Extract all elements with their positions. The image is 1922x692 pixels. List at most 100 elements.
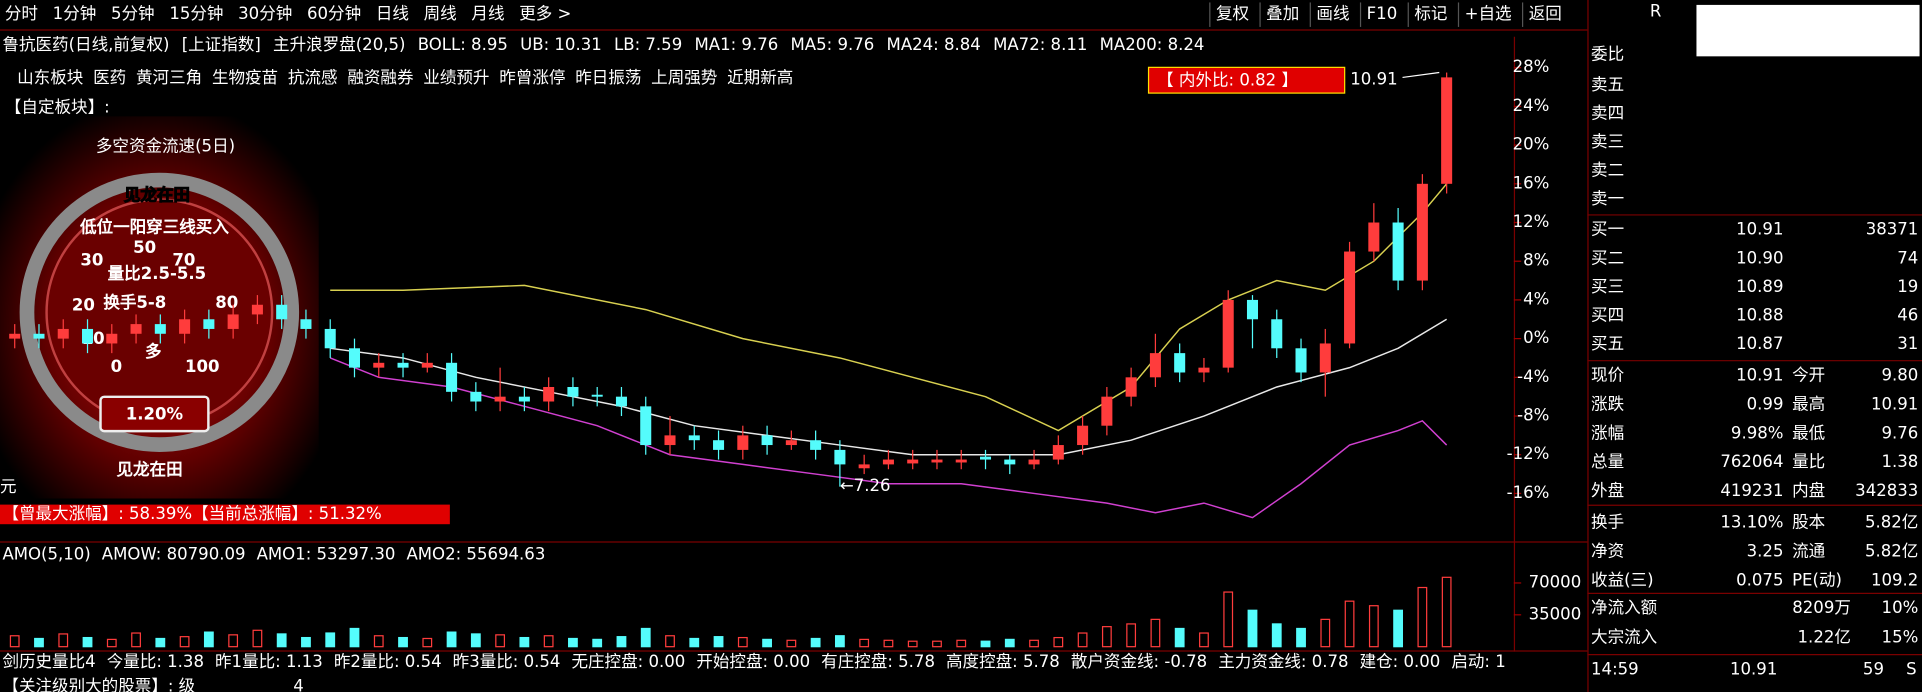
candle-body	[57, 328, 69, 339]
buy-price: 10.88	[1736, 305, 1783, 324]
concept-tag[interactable]: 抗流感	[288, 68, 338, 87]
y-tick-label: 35000	[1529, 604, 1582, 623]
candle-body	[810, 440, 822, 450]
candle-body	[543, 386, 555, 402]
volume-bar	[1296, 627, 1306, 648]
volume-bar	[58, 633, 69, 648]
candle-body	[931, 459, 943, 463]
info-item: MA72: 8.11	[993, 35, 1087, 54]
stat-value: 9.80	[1881, 366, 1918, 385]
period-tab[interactable]: 60分钟	[307, 4, 361, 23]
candle-body	[421, 362, 433, 368]
tool-button[interactable]: 返回	[1529, 4, 1562, 23]
volume-bar	[859, 638, 870, 648]
widget-badge: 见龙在田	[124, 184, 190, 204]
volume-bar	[276, 633, 287, 648]
volume-bar	[1150, 618, 1161, 648]
tick-side: S	[1906, 659, 1917, 678]
buy-volume: 74	[1897, 248, 1918, 267]
concept-tag[interactable]: 山东板块	[17, 68, 83, 87]
period-tab[interactable]: 1分钟	[53, 4, 97, 23]
indicator-value: 无庄控盘: 0.00	[571, 652, 685, 671]
candle-body	[1125, 377, 1137, 397]
candle-body	[82, 328, 94, 344]
candle-body	[882, 459, 894, 465]
volume-bar	[616, 636, 627, 648]
buy-price: 10.90	[1736, 248, 1783, 267]
concept-tag[interactable]: 昨日振荡	[575, 68, 641, 87]
volume-bar	[470, 633, 481, 648]
tool-button[interactable]: 复权	[1216, 4, 1249, 23]
period-tab[interactable]: 日线	[376, 4, 409, 23]
tool-button[interactable]: +自选	[1465, 4, 1512, 23]
candle-body	[737, 435, 749, 450]
volume-bar	[1101, 626, 1112, 648]
stat-label: 外盘	[1591, 481, 1624, 500]
concept-tag[interactable]: 昨曾涨停	[499, 68, 565, 87]
y-tick-label: 12%	[1513, 212, 1550, 231]
indicator-value: 昨3量比: 0.54	[453, 652, 561, 671]
period-tab[interactable]: 月线	[471, 4, 504, 23]
candle-body	[1028, 459, 1040, 465]
volume-bar	[106, 638, 117, 648]
candle-body	[834, 449, 846, 465]
watermark: 股票公式指标网	[1750, 11, 1866, 31]
concept-tag[interactable]: 近期新高	[727, 68, 793, 87]
y-tick-label: 0%	[1523, 328, 1549, 347]
volume-bar	[665, 635, 675, 648]
period-tab[interactable]: 周线	[424, 4, 457, 23]
candle-body	[227, 314, 239, 329]
info-item: 鲁抗医药(日线,前复权)	[2, 35, 169, 54]
candle-body	[688, 435, 700, 441]
candle-body	[979, 456, 992, 460]
candle-body	[1368, 222, 1380, 252]
tool-button[interactable]: 标记	[1414, 4, 1447, 23]
period-tab[interactable]: 分时	[5, 4, 38, 23]
candle-body	[276, 304, 288, 320]
info-item: UB: 10.31	[520, 35, 602, 54]
info-item: MA200: 8.24	[1100, 35, 1205, 54]
tool-button[interactable]: F10	[1367, 4, 1398, 23]
ratio-box-text: 【 内外比: 0.82 】	[1157, 70, 1298, 89]
concept-tag[interactable]: 医药	[93, 68, 126, 87]
footer-text: 【关注级别大的股票】: 级	[2, 677, 195, 692]
candle-body	[251, 304, 263, 315]
y-tick-label: -4%	[1517, 367, 1549, 386]
volume-bar	[82, 636, 93, 648]
period-tab[interactable]: 30分钟	[238, 4, 292, 23]
concept-tag[interactable]: 生物疫苗	[212, 68, 278, 87]
concept-tag[interactable]: 上周强势	[651, 68, 717, 87]
volume-bar	[640, 627, 651, 648]
candle-body	[1174, 353, 1186, 373]
tool-button[interactable]: 画线	[1316, 4, 1349, 23]
volume-bar	[592, 638, 603, 648]
y-tick-label: -16%	[1507, 483, 1550, 502]
period-tab[interactable]: 5分钟	[111, 4, 155, 23]
period-tab[interactable]: 更多 >	[519, 4, 571, 23]
concept-tag[interactable]: 融资融券	[347, 68, 414, 87]
stat-value: 0.075	[1736, 570, 1783, 589]
stat-label: 最低	[1792, 423, 1825, 442]
annotation: 10.91	[1350, 69, 1397, 88]
candle-body	[518, 396, 530, 402]
volume-bar	[495, 634, 506, 648]
concept-tag[interactable]: 业绩预升	[423, 68, 489, 87]
gain-bar-text: 【当前总涨幅】: 51.32%	[192, 504, 382, 523]
commission-label: 委比	[1591, 45, 1624, 64]
buy-label: 买三	[1591, 277, 1624, 296]
y-tick-label: 8%	[1523, 251, 1549, 270]
period-tab[interactable]: 15分钟	[169, 4, 223, 23]
candle-body	[1246, 299, 1259, 320]
stat-label: 股本	[1792, 512, 1825, 531]
info-item: MA5: 9.76	[791, 35, 875, 54]
indicator-value: 开始控盘: 0.00	[696, 652, 810, 671]
volume-bar	[398, 636, 408, 648]
concept-tag[interactable]: 黄河三角	[136, 68, 202, 87]
flow-value: 8209万	[1792, 598, 1851, 617]
candle-body	[664, 435, 676, 446]
stat-value: 109.2	[1871, 570, 1918, 589]
tool-button[interactable]: 叠加	[1266, 4, 1299, 23]
amo-header: AMO2: 55694.63	[406, 544, 545, 563]
stat-value: 5.82亿	[1865, 512, 1918, 531]
